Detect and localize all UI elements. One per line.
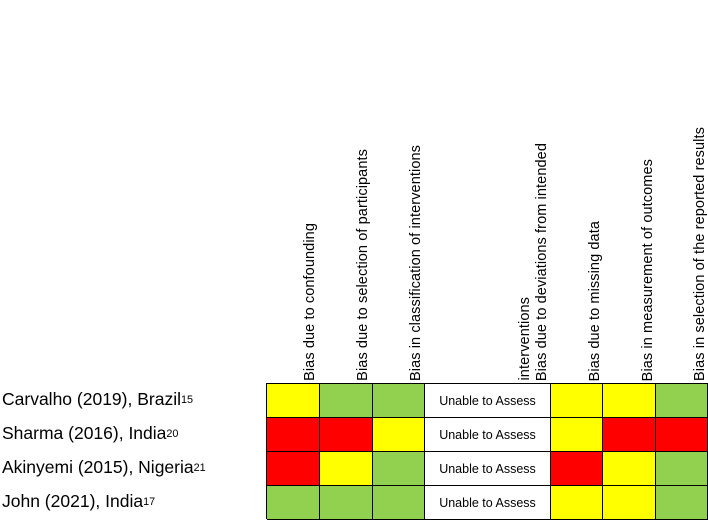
column-header-deviations: Bias due to deviations from intended inte… — [428, 3, 551, 381]
judgement-cell-measurement — [603, 452, 657, 486]
study-label: Sharma (2016), India 20 — [2, 423, 179, 444]
study-name: Akinyemi (2015), Nigeria — [2, 457, 194, 478]
judgement-cell-classification — [372, 486, 426, 520]
column-header-label: Bias due to selection of participants — [355, 149, 372, 381]
judgement-cell-measurement — [603, 486, 657, 520]
study-name: John (2021), India — [2, 491, 144, 512]
column-header-label: Bias in classification of interventions — [408, 144, 425, 381]
column-header-label: Bias due to deviations from intended — [534, 142, 551, 381]
column-header-measurement: Bias in measurement of outcomes — [607, 3, 657, 381]
judgement-cell-selection — [319, 486, 373, 520]
judgement-grid: Unable to Assess Unable to Assess Unable t… — [266, 383, 708, 520]
column-header-band: Bias due to confounding Bias due to selec… — [266, 0, 708, 383]
judgement-cell-classification — [372, 452, 426, 486]
judgement-cell-selection — [319, 384, 373, 418]
judgement-cell-selection — [319, 452, 373, 486]
judgement-cell-measurement — [603, 384, 657, 418]
study-label-column: Carvalho (2019), Brazil 15 Sharma (2016), … — [0, 383, 264, 519]
judgement-cell-confounding — [267, 486, 320, 520]
study-label: Akinyemi (2015), Nigeria 21 — [2, 457, 206, 478]
column-header-label: Bias due to confounding — [302, 223, 319, 381]
judgement-cell-classification — [372, 418, 426, 452]
table-row: Unable to Assess — [267, 384, 708, 418]
judgement-cell-confounding — [267, 452, 320, 486]
judgement-cell-deviations: Unable to Assess — [425, 384, 551, 418]
judgement-cell-missing — [550, 384, 604, 418]
column-header-label: Bias in selection of the reported result… — [692, 127, 708, 381]
judgement-cell-confounding — [267, 418, 320, 452]
column-header-label: Bias in measurement of outcomes — [640, 158, 657, 381]
study-name: Sharma (2016), India — [2, 423, 167, 444]
study-label: John (2021), India 17 — [2, 491, 156, 512]
judgement-cell-classification — [372, 384, 426, 418]
judgement-cell-reporting — [656, 384, 708, 418]
judgement-cell-deviations: Unable to Assess — [425, 486, 551, 520]
judgement-cell-reporting — [656, 486, 708, 520]
table-row: Unable to Assess — [267, 452, 708, 486]
judgement-cell-missing — [550, 452, 604, 486]
judgement-cell-missing — [550, 418, 604, 452]
judgement-cell-deviations: Unable to Assess — [425, 418, 551, 452]
judgement-cell-reporting — [656, 452, 708, 486]
judgement-cell-missing — [550, 486, 604, 520]
table-row: Unable to Assess — [267, 418, 708, 452]
judgement-cell-confounding — [267, 384, 320, 418]
column-header-classification: Bias in classification of interventions — [375, 3, 425, 381]
judgement-cell-reporting — [656, 418, 708, 452]
column-header-confounding: Bias due to confounding — [269, 3, 319, 381]
judgement-cell-deviations: Unable to Assess — [425, 452, 551, 486]
column-header-label: Bias due to missing data — [587, 220, 604, 381]
column-header-label: interventions — [517, 297, 534, 381]
column-header-selection: Bias due to selection of participants — [322, 3, 372, 381]
study-label: Carvalho (2019), Brazil 15 — [2, 389, 194, 410]
study-name: Carvalho (2019), Brazil — [2, 389, 181, 410]
judgement-cell-measurement — [603, 418, 657, 452]
judgement-cell-selection — [319, 418, 373, 452]
column-header-reporting: Bias in selection of the reported result… — [660, 3, 708, 381]
column-header-missing: Bias due to missing data — [554, 3, 604, 381]
table-row: Unable to Assess — [267, 486, 708, 520]
